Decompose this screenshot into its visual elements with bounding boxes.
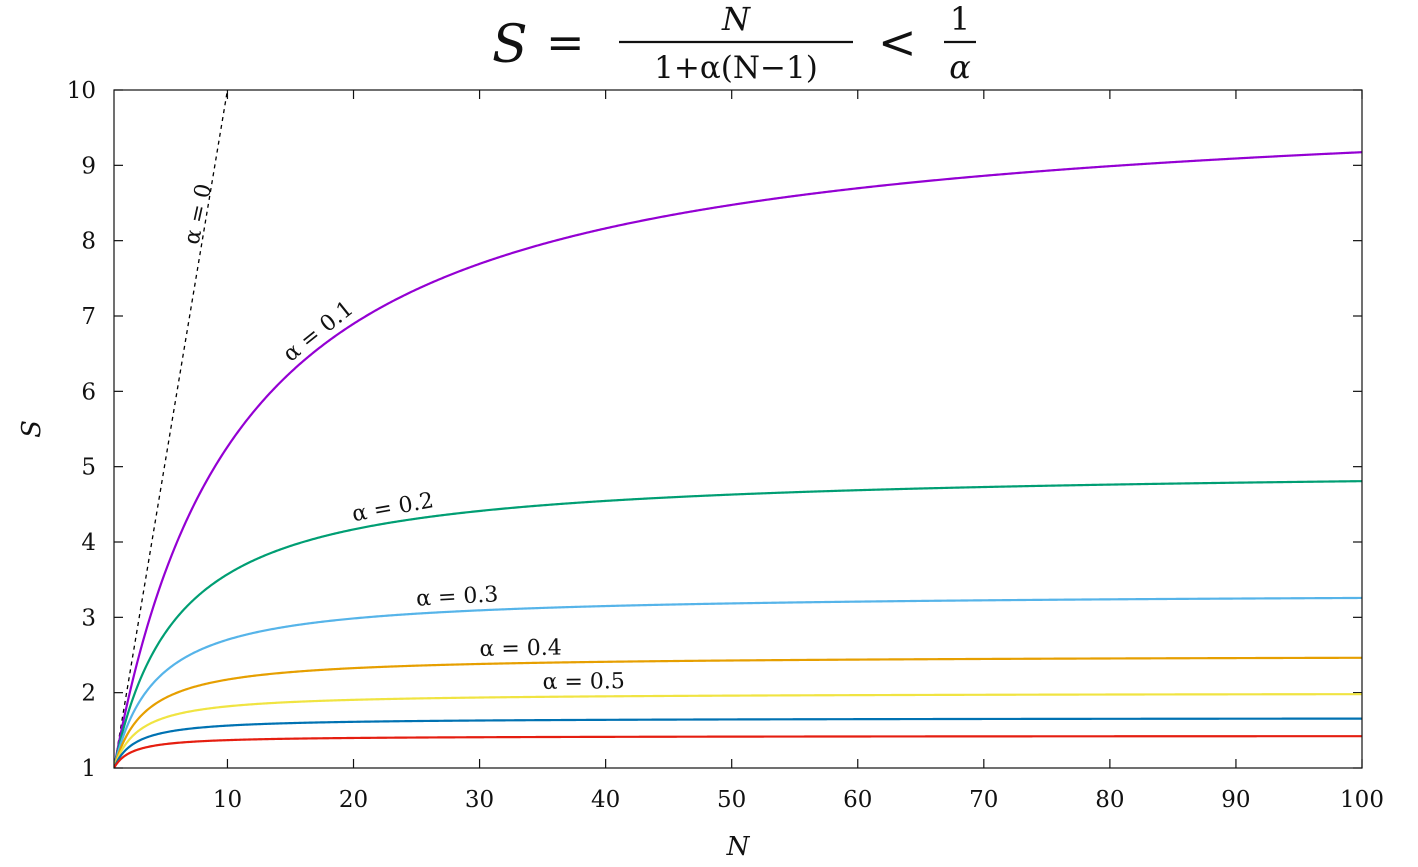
- y-tick-label: 9: [81, 153, 96, 179]
- y-tick-label: 6: [81, 379, 96, 405]
- x-tick-label: 30: [465, 787, 494, 813]
- y-tick-label: 2: [81, 681, 96, 707]
- y-axis-label: S: [17, 420, 47, 438]
- series-line-alpha-0-2: [114, 480, 1362, 768]
- y-tick-label: 4: [81, 530, 96, 556]
- title-fraction-numerator: N: [721, 0, 751, 38]
- y-tick-label: 8: [81, 229, 96, 255]
- curve-labels: α = 0α = 0.1α = 0.2α = 0.3α = 0.4α = 0.5: [180, 182, 625, 695]
- series-line-alpha-0-5: [114, 693, 1362, 768]
- title-equals: =: [546, 15, 585, 69]
- x-axis-label: N: [726, 832, 751, 862]
- y-tick-label: 5: [81, 455, 96, 481]
- x-tick-label: 60: [843, 787, 872, 813]
- y-tick-label: 3: [81, 605, 96, 631]
- curve-label-alpha-0: α = 0: [180, 182, 218, 247]
- title-less-than: <: [878, 15, 917, 69]
- title-fraction-denominator: 1+α(N−1): [654, 50, 818, 86]
- title-lhs: S: [492, 15, 528, 75]
- x-tick-label: 80: [1095, 787, 1124, 813]
- axis-ticks: [114, 89, 1363, 769]
- series-line-alpha-0-3: [114, 596, 1362, 768]
- x-tick-label: 70: [969, 787, 998, 813]
- title-bound-numerator: 1: [950, 0, 970, 38]
- series-line-alpha-0: [114, 90, 229, 768]
- x-tick-label: 100: [1340, 787, 1384, 813]
- plot-area: 10 20 30 40 50 60 70 80 90 100 1 2 3 4 5 6 7 8 9 10 α = 0 α …: [67, 78, 1384, 813]
- x-tick-label: 90: [1221, 787, 1250, 813]
- y-tick-label: 10: [67, 78, 96, 104]
- curve-label-alpha-0-1: α = 0.1: [279, 296, 359, 367]
- tick-labels: 10 20 30 40 50 60 70 80 90 100 1 2 3 4 5 6 7 8 9 10: [67, 78, 1384, 813]
- series-line-alpha-0-7: [114, 735, 1362, 768]
- title-bound-denominator: α: [949, 48, 971, 86]
- curve-label-alpha-0-3: α = 0.3: [415, 582, 498, 611]
- x-tick-label: 10: [213, 787, 242, 813]
- chart-title: S = N 1+α(N−1) < 1 α: [492, 0, 976, 86]
- x-tick-label: 50: [717, 787, 746, 813]
- curve-label-alpha-0-4: α = 0.4: [479, 635, 562, 662]
- x-tick-label: 20: [339, 787, 368, 813]
- series-line-alpha-0-1: [114, 151, 1362, 768]
- y-tick-label: 1: [81, 756, 96, 782]
- series-line-alpha-0-4: [114, 656, 1362, 768]
- series-group: [114, 90, 1362, 768]
- x-tick-label: 40: [591, 787, 620, 813]
- curve-label-alpha-0-5: α = 0.5: [542, 669, 624, 695]
- y-tick-label: 7: [81, 304, 96, 330]
- series-line-alpha-0-6: [114, 717, 1362, 768]
- plot-frame: [113, 89, 1363, 769]
